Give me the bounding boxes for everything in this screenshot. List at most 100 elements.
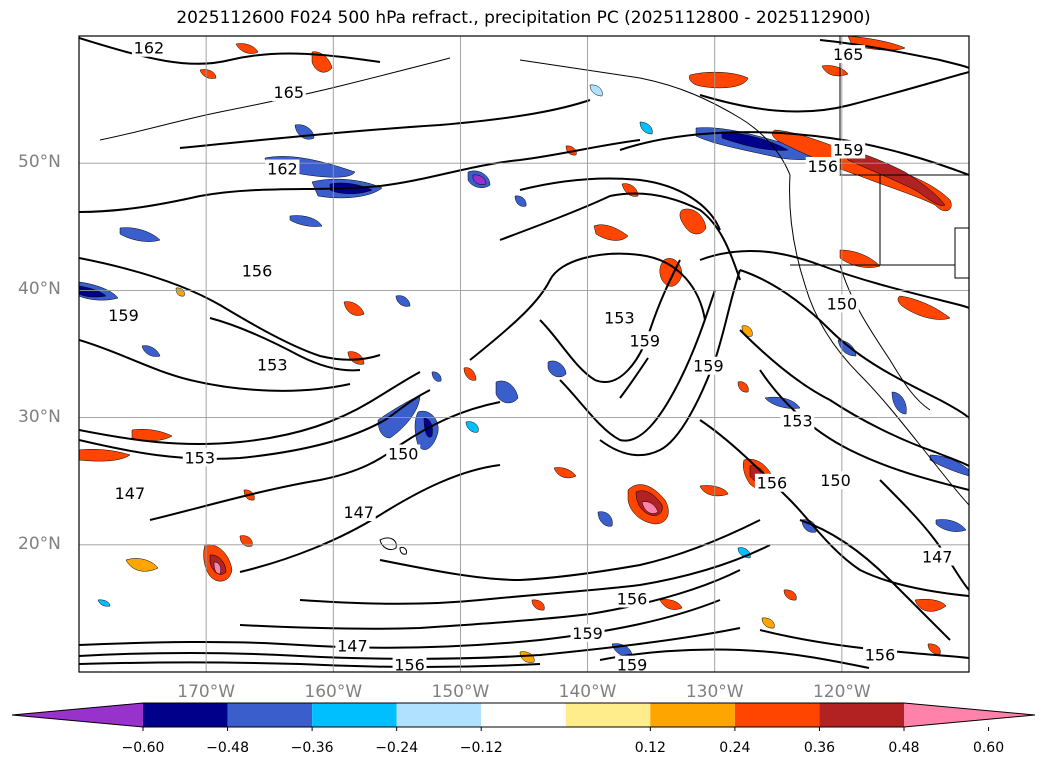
precip-blob [929, 454, 969, 477]
precip-blob [472, 174, 487, 185]
contour-label: 147 [115, 484, 146, 503]
contour-line [619, 357, 649, 399]
map-frame [78, 35, 970, 673]
precip-blob [679, 208, 707, 235]
contour-label: 156 [394, 656, 425, 675]
colorbar-tick-label: −0.60 [121, 740, 165, 756]
contour-label: 159 [108, 306, 139, 325]
map-title: 2025112600 F024 500 hPa refract., precip… [176, 8, 871, 28]
contour-line [499, 192, 741, 281]
colorbar-tick-label: 0.48 [888, 740, 920, 756]
contour-label: 159 [572, 624, 603, 643]
colorbar [11, 702, 1036, 731]
contour-line [469, 252, 706, 361]
precip-blob [721, 131, 789, 151]
contour-line [379, 519, 761, 582]
coastline [399, 547, 407, 555]
contour-labels: 1621651621651591561561591531531591591531… [106, 38, 955, 675]
precip-blob [343, 301, 365, 316]
contour-label: 156 [617, 589, 648, 608]
contour-label: 165 [274, 83, 305, 102]
contour-line [819, 39, 969, 69]
contour-label-background [131, 38, 166, 57]
contour-label: 156 [242, 261, 273, 280]
precip-blob [699, 485, 729, 497]
contour-line [79, 257, 381, 361]
contour-label-background [615, 589, 650, 608]
contour-label: 153 [185, 448, 216, 467]
precip-blob [377, 394, 421, 439]
colorbar-segment [734, 703, 820, 727]
contour-label: 159 [693, 357, 724, 376]
contour-label-background [271, 83, 306, 102]
longitude-label: 150°W [431, 682, 490, 702]
precip-blob [97, 599, 111, 607]
precip-blob [119, 227, 161, 242]
contour-line [619, 131, 969, 176]
longitude-label: 130°W [685, 682, 744, 702]
colorbar-tick-label: −0.24 [375, 740, 419, 756]
contour-label-background [255, 355, 290, 374]
contour-label-background [265, 159, 300, 178]
contour-line [209, 317, 361, 372]
contour-label: 162 [134, 39, 165, 58]
precip-blob [641, 501, 659, 514]
colorbar-tick-label: 0.12 [634, 740, 666, 756]
contour-label: 159 [833, 140, 864, 159]
contour-line [799, 519, 951, 641]
precip-blob [79, 285, 107, 298]
precip-blob [553, 467, 577, 479]
contour-label: 153 [782, 411, 813, 430]
contour-label-background [182, 448, 217, 467]
colorbar-segment [396, 703, 482, 727]
contour-label-background [831, 140, 866, 159]
precip-blob [593, 224, 629, 241]
precip-blob [347, 351, 365, 365]
precip-blob [764, 396, 801, 409]
colorbar-segment [481, 703, 566, 727]
contour-label-background [805, 157, 840, 176]
contour-label-background [112, 483, 147, 502]
coastline [789, 174, 969, 506]
contour-label: 159 [617, 656, 648, 675]
contour-label-background [106, 305, 141, 324]
contour-line [599, 269, 741, 457]
colorbar-segment [227, 703, 313, 727]
colorbar-tick-label: −0.36 [290, 740, 334, 756]
precip-blob [141, 345, 161, 357]
contour-line [879, 479, 969, 591]
colorbar-segment [565, 703, 651, 727]
contour-line [239, 464, 501, 573]
contour-label-background [570, 623, 605, 642]
precip-blob [311, 51, 333, 73]
precip-blob [935, 519, 967, 532]
contour-label-background [335, 636, 370, 655]
contour-label: 153 [257, 355, 288, 374]
precip-blob [531, 599, 545, 611]
latitude-label: 30°N [18, 406, 61, 427]
contour-label: 150 [827, 294, 858, 313]
contour-label-background [392, 655, 427, 672]
contour-label-background [602, 308, 637, 327]
colorbar-tick-label: −0.12 [459, 740, 503, 756]
longitude-label: 120°W [812, 682, 871, 702]
contour-label-background [920, 547, 955, 566]
contour-label-background [691, 356, 726, 375]
precip-blob [235, 43, 259, 54]
precip-blob [125, 558, 159, 572]
contour-line [599, 648, 870, 669]
precip-blob [839, 249, 881, 268]
colorbar-tick-label: 0.36 [803, 740, 836, 756]
contour-line [539, 259, 681, 383]
contour-label: 147 [343, 503, 374, 522]
colorbar-tick-label: 0.24 [719, 740, 751, 756]
colorbar-segment [819, 703, 904, 727]
colorbar-tick-label: 0.60 [972, 740, 1005, 756]
contour-label: 156 [808, 157, 839, 176]
precip-blob [897, 295, 951, 320]
precip-blob [213, 561, 221, 575]
coastline [954, 227, 969, 279]
precip-blob [289, 215, 323, 227]
contour-label: 153 [604, 308, 635, 327]
contour-label-background [831, 45, 866, 64]
